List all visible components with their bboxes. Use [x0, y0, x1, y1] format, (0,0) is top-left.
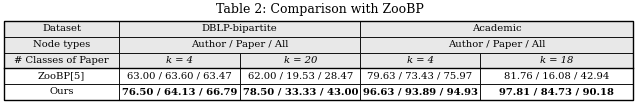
- Text: # Classes of Paper: # Classes of Paper: [14, 56, 109, 65]
- Text: Dataset: Dataset: [42, 24, 81, 33]
- Bar: [119, 84, 241, 100]
- Bar: [360, 53, 480, 68]
- Bar: [480, 53, 633, 68]
- Text: Author / Paper / All: Author / Paper / All: [448, 40, 545, 49]
- Bar: [360, 21, 633, 37]
- Text: Author / Paper / All: Author / Paper / All: [191, 40, 289, 49]
- Text: Node types: Node types: [33, 40, 90, 49]
- Text: ZooBP[5]: ZooBP[5]: [38, 72, 85, 81]
- Text: 63.00 / 63.60 / 63.47: 63.00 / 63.60 / 63.47: [127, 72, 232, 81]
- Bar: [119, 21, 360, 37]
- Bar: [360, 37, 633, 53]
- Bar: [4, 21, 119, 37]
- Bar: [4, 84, 119, 100]
- Bar: [360, 84, 480, 100]
- Bar: [360, 68, 480, 84]
- Text: 62.00 / 19.53 / 28.47: 62.00 / 19.53 / 28.47: [248, 72, 353, 81]
- Text: k = 18: k = 18: [540, 56, 573, 65]
- Text: 78.50 / 33.33 / 43.00: 78.50 / 33.33 / 43.00: [243, 87, 358, 96]
- Text: 76.50 / 64.13 / 66.79: 76.50 / 64.13 / 66.79: [122, 87, 237, 96]
- Bar: [241, 68, 360, 84]
- Bar: [119, 53, 241, 68]
- Bar: [480, 84, 633, 100]
- Text: 97.81 / 84.73 / 90.18: 97.81 / 84.73 / 90.18: [499, 87, 614, 96]
- Text: Ours: Ours: [49, 87, 74, 96]
- Bar: [241, 53, 360, 68]
- Bar: [4, 68, 119, 84]
- Bar: [4, 21, 633, 100]
- Text: Table 2: Comparison with ZooBP: Table 2: Comparison with ZooBP: [216, 3, 424, 16]
- Text: DBLP-bipartite: DBLP-bipartite: [202, 24, 278, 33]
- Text: 81.76 / 16.08 / 42.94: 81.76 / 16.08 / 42.94: [504, 72, 609, 81]
- Bar: [241, 84, 360, 100]
- Text: 96.63 / 93.89 / 94.93: 96.63 / 93.89 / 94.93: [362, 87, 477, 96]
- Text: k = 4: k = 4: [406, 56, 433, 65]
- Text: Academic: Academic: [472, 24, 522, 33]
- Bar: [480, 68, 633, 84]
- Text: 79.63 / 73.43 / 75.97: 79.63 / 73.43 / 75.97: [367, 72, 472, 81]
- Bar: [119, 37, 360, 53]
- Bar: [119, 68, 241, 84]
- Bar: [4, 37, 119, 53]
- Bar: [4, 53, 119, 68]
- Text: k = 4: k = 4: [166, 56, 193, 65]
- Text: k = 20: k = 20: [284, 56, 317, 65]
